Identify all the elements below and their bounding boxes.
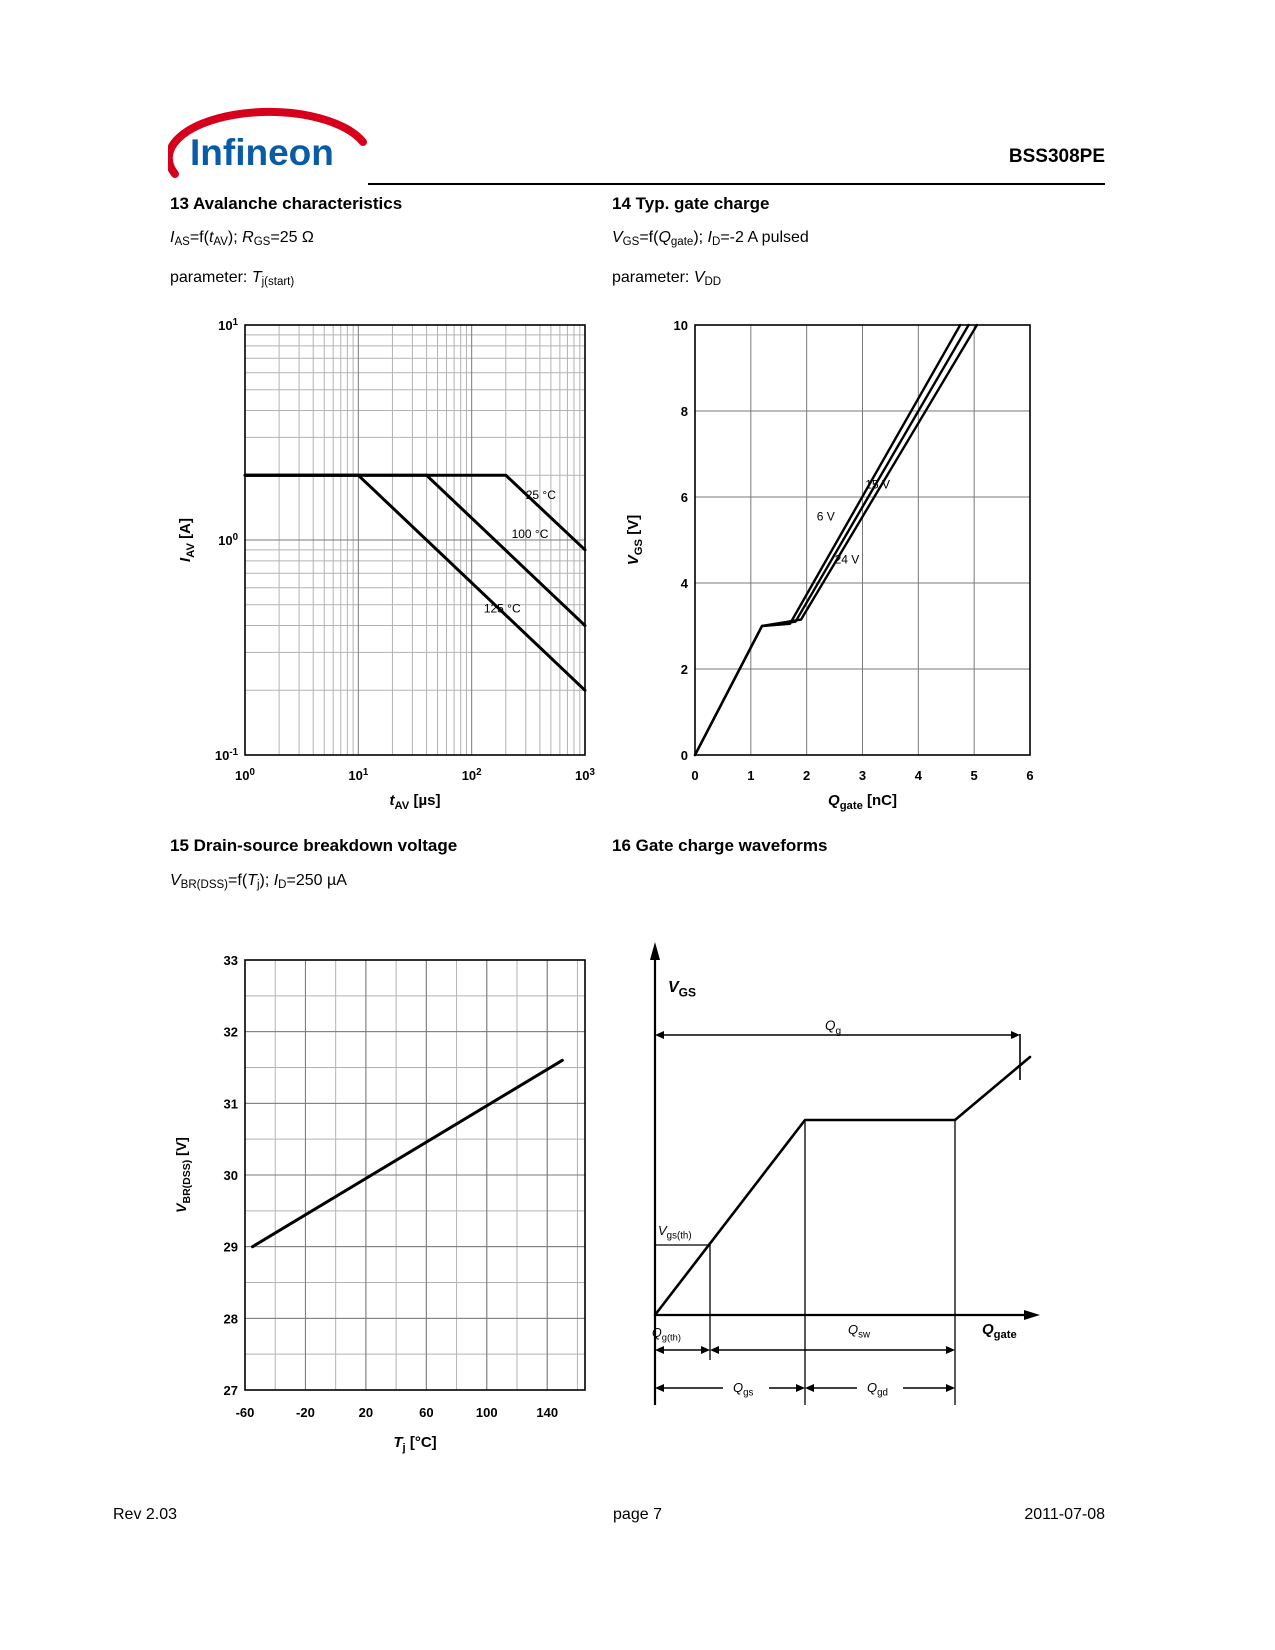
svg-text:IAV [A]: IAV [A]: [177, 518, 197, 562]
breakdown-voltage-chart: -60 -20 20 60 100 140 27 28 29 30 31 32 33 Tj [°C] VBR…: [173, 953, 586, 1454]
footer-date: 2011-07-08: [1024, 1506, 1105, 1523]
svg-text:100: 100: [218, 532, 238, 548]
svg-text:Qgate [nC]: Qgate [nC]: [828, 792, 897, 812]
svg-text:-60: -60: [236, 1405, 255, 1420]
svg-text:6 V: 6 V: [817, 510, 835, 524]
section-14-parameter: parameter: VDD: [612, 269, 722, 288]
svg-text:30: 30: [224, 1168, 238, 1183]
svg-text:Qgd: Qgd: [867, 1380, 888, 1399]
section-15-title: 15 Drain-source breakdown voltage: [170, 836, 458, 855]
svg-text:Vgs(th): Vgs(th): [658, 1223, 692, 1242]
svg-text:101: 101: [348, 767, 368, 783]
svg-text:Qgs: Qgs: [733, 1380, 754, 1399]
svg-text:2: 2: [803, 768, 810, 783]
svg-text:Qg: Qg: [825, 1018, 841, 1037]
svg-text:100: 100: [235, 767, 255, 783]
infineon-logo: Infineon: [168, 107, 367, 178]
svg-text:101: 101: [218, 318, 238, 333]
svg-text:10: 10: [674, 318, 688, 333]
footer-page-number: page 7: [613, 1506, 662, 1523]
footer-revision: Rev 2.03: [113, 1506, 178, 1523]
svg-text:6: 6: [681, 490, 688, 505]
svg-text:0: 0: [691, 768, 698, 783]
section-16-title: 16 Gate charge waveforms: [612, 836, 828, 855]
section-14-conditions: VGS=f(Qgate); ID=-2 A pulsed: [612, 229, 809, 248]
svg-text:102: 102: [462, 767, 482, 783]
svg-text:25 °C: 25 °C: [526, 488, 556, 502]
svg-text:20: 20: [359, 1405, 373, 1420]
svg-text:4: 4: [681, 576, 689, 591]
svg-text:0: 0: [681, 748, 688, 763]
svg-text:VBR(DSS) [V]: VBR(DSS) [V]: [173, 1137, 193, 1213]
svg-text:Qsw: Qsw: [848, 1322, 871, 1341]
svg-text:125 °C: 125 °C: [484, 602, 521, 616]
svg-text:24 V: 24 V: [835, 553, 860, 567]
section-13-parameter: parameter: Tj(start): [170, 269, 295, 288]
svg-text:3: 3: [859, 768, 866, 783]
svg-text:2: 2: [681, 662, 688, 677]
svg-text:27: 27: [224, 1383, 238, 1398]
svg-text:140: 140: [536, 1405, 558, 1420]
gate-charge-waveform-diagram: VGS Qgate Vgs(th) Qg Qg(th) Qsw Qgs Qgd: [650, 942, 1040, 1405]
section-13-title: 13 Avalanche characteristics: [170, 194, 403, 213]
logo-swoosh-icon: [168, 107, 367, 178]
svg-text:6: 6: [1026, 768, 1033, 783]
svg-text:60: 60: [419, 1405, 433, 1420]
part-number: BSS308PE: [1008, 146, 1105, 167]
svg-text:31: 31: [224, 1096, 238, 1111]
svg-text:4: 4: [915, 768, 923, 783]
svg-text:100: 100: [476, 1405, 498, 1420]
svg-text:103: 103: [575, 767, 595, 783]
svg-text:-20: -20: [296, 1405, 315, 1420]
svg-text:1: 1: [747, 768, 754, 783]
svg-text:33: 33: [224, 953, 238, 968]
svg-text:Qgate: Qgate: [982, 1321, 1017, 1341]
svg-text:tAV [µs]: tAV [µs]: [390, 792, 441, 812]
svg-text:10-1: 10-1: [215, 747, 239, 763]
avalanche-characteristics-chart: 100 101 102 103 101 100 10-1 25 °C 100 °C 125 °C t…: [177, 318, 596, 812]
svg-text:5: 5: [971, 768, 978, 783]
svg-text:29: 29: [224, 1240, 238, 1255]
logo-wordmark: Infineon: [190, 132, 334, 173]
section-13-conditions: IAS=f(tAV); RGS=25 Ω: [170, 229, 314, 248]
svg-text:VGS [V]: VGS [V]: [625, 515, 645, 565]
svg-text:Qg(th): Qg(th): [652, 1326, 681, 1343]
svg-text:Tj [°C]: Tj [°C]: [393, 1434, 436, 1454]
svg-text:28: 28: [224, 1311, 238, 1326]
section-14-title: 14 Typ. gate charge: [612, 194, 770, 213]
svg-text:8: 8: [681, 404, 688, 419]
svg-text:100 °C: 100 °C: [512, 527, 549, 541]
section-15-conditions: VBR(DSS)=f(Tj); ID=250 µA: [170, 872, 347, 891]
svg-text:32: 32: [224, 1025, 238, 1040]
svg-text:VGS: VGS: [668, 979, 696, 999]
header-rule: [368, 183, 1105, 185]
